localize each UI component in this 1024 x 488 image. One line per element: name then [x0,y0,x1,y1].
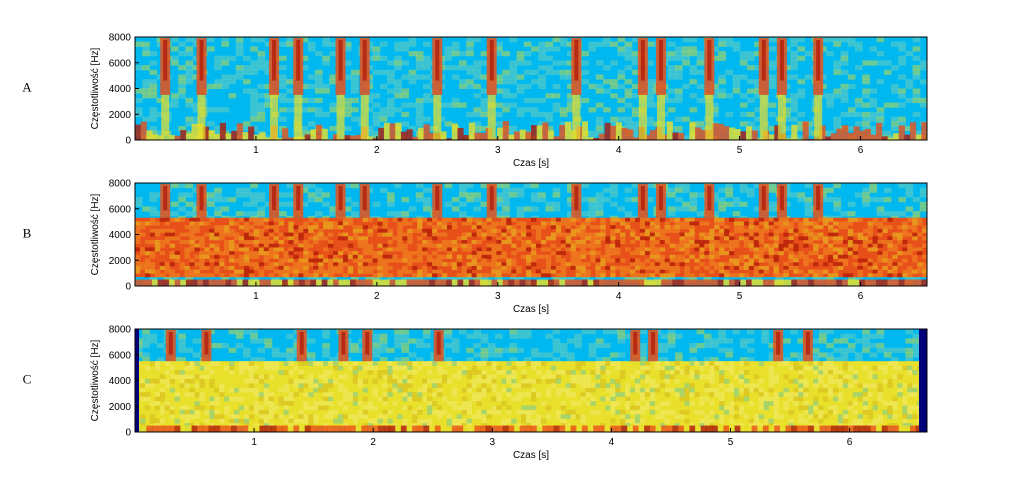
speech-energy-column [758,184,769,218]
y-tick-label: 0 [125,136,131,147]
speech-energy-column [704,38,715,140]
speech-energy-column [637,38,648,140]
y-tick-label: 8000 [109,33,132,44]
y-tick-label: 2000 [109,256,132,267]
y-tick-label: 8000 [109,179,132,190]
speech-energy-column [813,38,824,140]
speech-energy-column [362,330,373,362]
y-tick-label: 4000 [109,376,132,387]
x-tick-label: 3 [495,145,501,156]
y-axis-label: Częstotliwość [Hz] [90,339,101,421]
y-tick-label: 6000 [109,350,132,361]
y-axis-label: Częstotliwość [Hz] [90,193,101,275]
x-axis-label: Czas [s] [513,450,549,461]
x-tick-label: 6 [858,145,864,156]
x-tick-label: 4 [609,437,615,448]
y-tick-label: 0 [125,282,131,293]
speech-energy-column [196,184,207,218]
speech-energy-column [704,184,715,218]
speech-energy-column [359,184,370,218]
speech-energy-column [160,184,171,218]
speech-energy-column [269,184,280,218]
speech-energy-column [486,38,497,140]
y-tick-label: 6000 [109,58,132,69]
x-tick-label: 1 [253,145,259,156]
x-tick-label: 2 [370,437,376,448]
noise-band [135,361,928,433]
panel-b: B 0 2000 4000 6000 8000 1 2 3 4 5 6 Czas [s] Częstotl… [23,179,928,315]
speech-energy-column [776,38,787,140]
speech-energy-column [630,330,641,362]
x-tick-label: 5 [737,145,743,156]
speech-energy-column [335,184,346,218]
speech-energy-column [776,184,787,218]
x-tick-label: 6 [847,437,853,448]
panel-c: C 0 2000 4000 6000 8000 1 2 3 4 5 6 Czas [s] Częstotl… [23,325,928,461]
x-tick-label: 1 [253,291,259,302]
speech-energy-column [432,38,443,140]
speech-energy-column [571,184,582,218]
speech-energy-column [201,330,212,362]
x-tick-label: 5 [737,291,743,302]
panel-label: C [23,371,32,386]
speech-energy-column [196,38,207,140]
speech-energy-column [571,38,582,140]
speech-energy-column [432,184,443,218]
x-tick-label: 5 [728,437,734,448]
x-axis-label: Czas [s] [513,158,549,169]
speech-energy-column [335,38,346,140]
x-tick-label: 2 [374,291,380,302]
speech-energy-column [296,330,307,362]
low-frequency-energy [135,425,928,432]
speech-energy-column [637,184,648,218]
speech-energy-column [655,184,666,218]
speech-energy-column [269,38,280,140]
speech-energy-column [160,38,171,140]
speech-energy-column [773,330,784,362]
edge-right [919,329,927,432]
noise-band [135,217,928,278]
y-tick-label: 2000 [109,110,132,121]
x-tick-label: 6 [858,291,864,302]
speech-energy-column [338,330,349,362]
speech-energy-column [433,330,444,362]
speech-energy-column [813,184,824,218]
low-frequency-energy [135,121,928,140]
x-tick-label: 4 [616,145,622,156]
x-axis-label: Czas [s] [513,304,549,315]
speech-energy-column [655,38,666,140]
x-tick-label: 3 [490,437,496,448]
y-tick-label: 4000 [109,84,132,95]
x-tick-label: 3 [495,291,501,302]
y-tick-label: 0 [125,428,131,439]
low-frequency-energy [135,279,928,286]
panel-label: A [22,79,32,94]
speech-energy-column [359,38,370,140]
y-tick-label: 2000 [109,402,132,413]
panel-label: B [23,225,32,240]
x-tick-label: 2 [374,145,380,156]
speech-energy-column [486,184,497,218]
y-axis-label: Częstotliwość [Hz] [90,47,101,129]
x-tick-label: 4 [616,291,622,302]
speech-energy-column [165,330,176,362]
panel-a: A 0 2000 4000 6000 8000 1 2 3 4 5 6 Czas [s] Częstotl… [22,33,928,169]
x-tick-label: 1 [251,437,257,448]
speech-energy-column [648,330,659,362]
y-tick-label: 4000 [109,230,132,241]
speech-energy-column [758,38,769,140]
speech-energy-column [802,330,813,362]
speech-energy-column [293,184,304,218]
y-tick-label: 6000 [109,204,132,215]
y-tick-label: 8000 [109,325,132,336]
speech-energy-column [293,38,304,140]
